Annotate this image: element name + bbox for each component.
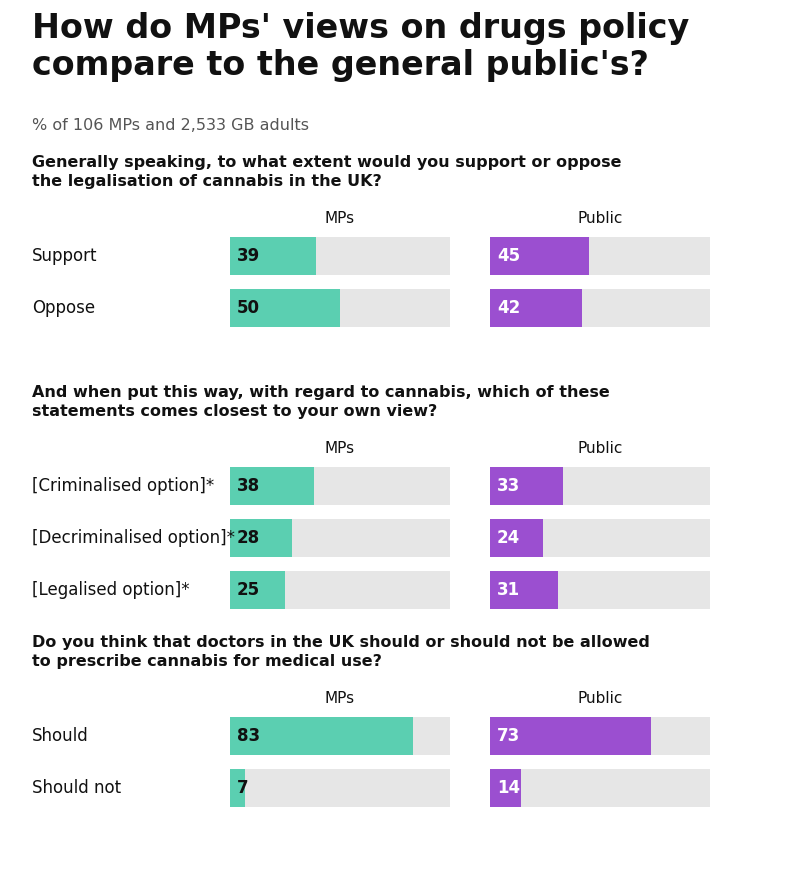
Bar — [490, 237, 710, 275]
Text: How do MPs' views on drugs policy
compare to the general public's?: How do MPs' views on drugs policy compar… — [32, 12, 690, 82]
Text: 31: 31 — [497, 581, 520, 599]
Bar — [490, 571, 558, 609]
Text: Public: Public — [578, 691, 622, 706]
Bar — [490, 519, 542, 557]
Bar — [490, 717, 710, 755]
Bar — [490, 769, 521, 807]
Text: 28: 28 — [237, 529, 260, 547]
Bar — [230, 717, 413, 755]
Text: 7: 7 — [237, 779, 249, 797]
Text: And when put this way, with regard to cannabis, which of these
statements comes : And when put this way, with regard to ca… — [32, 385, 610, 419]
Bar — [490, 289, 710, 327]
Text: 24: 24 — [497, 529, 520, 547]
Bar — [490, 467, 562, 505]
Bar — [490, 237, 589, 275]
Text: 83: 83 — [237, 727, 260, 745]
Bar — [490, 289, 582, 327]
Text: Should: Should — [32, 727, 89, 745]
Text: [Criminalised option]*: [Criminalised option]* — [32, 477, 214, 495]
Bar — [230, 571, 285, 609]
Bar — [230, 237, 316, 275]
Text: 73: 73 — [497, 727, 520, 745]
Bar — [230, 467, 314, 505]
Text: 42: 42 — [497, 299, 520, 317]
Text: 50: 50 — [237, 299, 260, 317]
Text: Do you think that doctors in the UK should or should not be allowed
to prescribe: Do you think that doctors in the UK shou… — [32, 635, 650, 669]
Text: 25: 25 — [237, 581, 260, 599]
Text: Oppose: Oppose — [32, 299, 95, 317]
Bar — [230, 769, 246, 807]
Bar — [230, 289, 450, 327]
Text: MPs: MPs — [325, 691, 355, 706]
Text: 14: 14 — [497, 779, 520, 797]
Text: Generally speaking, to what extent would you support or oppose
the legalisation : Generally speaking, to what extent would… — [32, 155, 622, 189]
Text: Public: Public — [578, 211, 622, 226]
Bar — [490, 571, 710, 609]
Text: Public: Public — [578, 441, 622, 456]
Bar — [490, 467, 710, 505]
Bar — [490, 769, 710, 807]
Bar — [230, 519, 292, 557]
Text: Should not: Should not — [32, 779, 121, 797]
Text: 45: 45 — [497, 247, 520, 265]
Text: MPs: MPs — [325, 441, 355, 456]
Text: 33: 33 — [497, 477, 520, 495]
Bar — [230, 769, 450, 807]
Text: [Decriminalised option]*: [Decriminalised option]* — [32, 529, 235, 547]
Bar — [230, 467, 450, 505]
Bar — [230, 571, 450, 609]
Bar — [230, 237, 450, 275]
Text: MPs: MPs — [325, 211, 355, 226]
Text: % of 106 MPs and 2,533 GB adults: % of 106 MPs and 2,533 GB adults — [32, 118, 309, 133]
Bar — [230, 519, 450, 557]
Text: Support: Support — [32, 247, 98, 265]
Text: 39: 39 — [237, 247, 260, 265]
Bar — [230, 289, 340, 327]
Bar — [230, 717, 450, 755]
Bar — [490, 519, 710, 557]
Text: [Legalised option]*: [Legalised option]* — [32, 581, 190, 599]
Text: 38: 38 — [237, 477, 260, 495]
Bar — [490, 717, 650, 755]
